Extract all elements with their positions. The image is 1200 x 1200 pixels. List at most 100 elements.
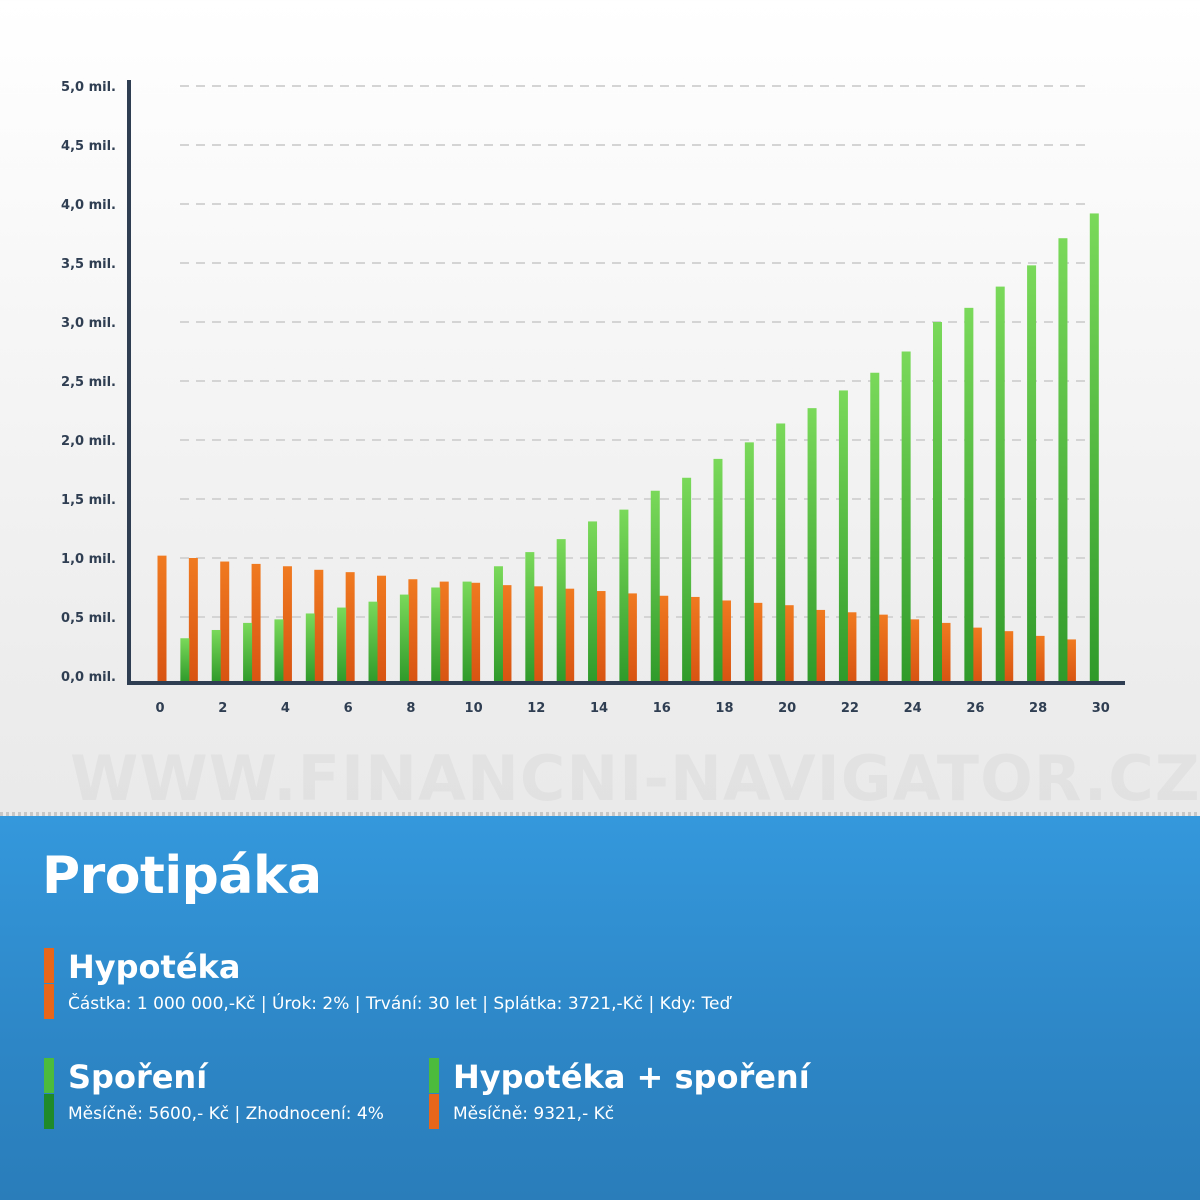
bar-hypoteka [282, 566, 292, 682]
section-divider [0, 812, 1200, 816]
y-tick-label: 4,5 mil. [61, 139, 116, 154]
bar-hypoteka [847, 612, 857, 682]
bar-hypoteka [1004, 631, 1014, 682]
bar-hypoteka [1066, 639, 1076, 682]
bar-hypoteka [314, 569, 324, 682]
bar-hypoteka [878, 614, 888, 682]
watermark-text: WWW.FINANCNI-NAVIGATOR.CZ [70, 742, 1150, 815]
y-tick-label: 3,5 mil. [61, 257, 116, 272]
bar-sporeni [556, 539, 566, 682]
swatch-bottom [429, 1094, 439, 1129]
bar-sporeni [807, 408, 817, 682]
bar-sporeni [493, 566, 503, 682]
x-tick-label: 16 [653, 701, 671, 716]
bar-sporeni [901, 351, 911, 682]
x-tick-labels: 0 2 4 6 8 10 12 14 16 18 20 22 24 26 28 30 [155, 701, 1109, 716]
bar-hypoteka [157, 555, 167, 682]
legend-name: Hypotéka [68, 948, 241, 986]
bar-hypoteka [220, 561, 230, 682]
x-tick-label: 24 [904, 701, 922, 716]
bar-sporeni [776, 423, 786, 682]
bar-sporeni [462, 581, 472, 682]
bar-sporeni [619, 509, 629, 682]
x-tick-label: 10 [465, 701, 483, 716]
legend-hypoteka: Hypotéka Částka: 1 000 000,-Kč | Úrok: 2… [44, 948, 1144, 1022]
bar-sporeni [243, 622, 253, 682]
bar-sporeni [368, 601, 378, 682]
panel-title: Protipáka [42, 846, 322, 906]
y-tick-label: 4,0 mil. [61, 198, 116, 213]
bar-sporeni [682, 477, 692, 682]
bar-hypoteka [784, 605, 794, 682]
bar-sporeni [588, 521, 598, 682]
legend-name: Hypotéka + spoření [453, 1058, 810, 1096]
y-tick-label: 2,0 mil. [61, 434, 116, 449]
swatch-bottom [44, 984, 54, 1019]
bar-hypoteka [251, 563, 261, 682]
bar-sporeni [337, 607, 347, 682]
x-tick-label: 18 [715, 701, 733, 716]
bars [157, 213, 1099, 682]
legend-name: Spoření [68, 1058, 208, 1096]
bar-hypoteka [972, 627, 982, 682]
y-tick-label: 5,0 mil. [61, 80, 116, 95]
bar-hypoteka [533, 586, 543, 682]
bar-sporeni [838, 390, 848, 682]
bar-hypoteka [408, 579, 418, 682]
bar-sporeni [1027, 265, 1037, 682]
bar-hypoteka [910, 619, 920, 682]
bar-hypoteka [659, 595, 669, 682]
bar-sporeni [933, 322, 942, 682]
bar-hypoteka [188, 558, 198, 682]
bar-sporeni [525, 552, 535, 682]
bar-sporeni [399, 594, 409, 682]
y-tick-label: 2,5 mil. [61, 375, 116, 390]
bar-chart: 0,0 mil. 0,5 mil. 1,0 mil. 1,5 mil. 2,0 mil.… [61, 80, 1125, 716]
bar-hypoteka [721, 600, 731, 682]
legend-details: Měsíčně: 5600,- Kč | Zhodnocení: 4% [68, 1104, 384, 1124]
grid-lines [180, 85, 1085, 618]
x-tick-label: 8 [406, 701, 415, 716]
legend-swatch-hypoteka-sporeni [429, 1058, 439, 1129]
bar-sporeni [180, 638, 190, 682]
bar-hypoteka [941, 622, 951, 682]
swatch-top [429, 1058, 439, 1093]
bar-hypoteka [565, 588, 575, 682]
y-tick-label: 1,0 mil. [61, 552, 116, 567]
x-tick-label: 28 [1029, 701, 1047, 716]
bar-sporeni [964, 307, 974, 682]
y-tick-label: 0,5 mil. [61, 611, 116, 626]
legend-sporeni: Spoření Měsíčně: 5600,- Kč | Zhodnocení:… [44, 1058, 424, 1132]
bar-sporeni [870, 372, 880, 682]
bar-hypoteka [816, 609, 826, 682]
legend-swatch-hypoteka [44, 948, 54, 1019]
swatch-top [44, 948, 54, 983]
bar-hypoteka [377, 575, 387, 682]
x-tick-label: 30 [1092, 701, 1110, 716]
x-tick-label: 6 [344, 701, 353, 716]
x-tick-label: 0 [155, 701, 164, 716]
x-tick-label: 4 [281, 701, 290, 716]
x-tick-label: 12 [527, 701, 545, 716]
bar-sporeni [995, 286, 1005, 682]
bar-sporeni [744, 442, 754, 682]
bar-sporeni [713, 458, 723, 682]
bar-hypoteka [439, 581, 449, 682]
legend-details: Částka: 1 000 000,-Kč | Úrok: 2% | Trván… [68, 994, 731, 1014]
chart-area: 0,0 mil. 0,5 mil. 1,0 mil. 1,5 mil. 2,0 mil.… [61, 80, 1150, 815]
bar-sporeni [1058, 238, 1068, 682]
x-tick-label: 2 [218, 701, 227, 716]
x-tick-label: 14 [590, 701, 608, 716]
y-tick-label: 0,0 mil. [61, 670, 116, 685]
bar-hypoteka [471, 582, 481, 682]
swatch-top [44, 1058, 54, 1093]
swatch-bottom [44, 1094, 54, 1129]
y-tick-label: 3,0 mil. [61, 316, 116, 331]
axes [127, 80, 1125, 685]
bar-sporeni [650, 490, 660, 682]
bar-hypoteka [596, 591, 606, 682]
bar-sporeni [211, 629, 221, 682]
bar-hypoteka [753, 602, 763, 682]
bar-hypoteka [627, 593, 637, 682]
legend-details: Měsíčně: 9321,- Kč [453, 1104, 615, 1124]
